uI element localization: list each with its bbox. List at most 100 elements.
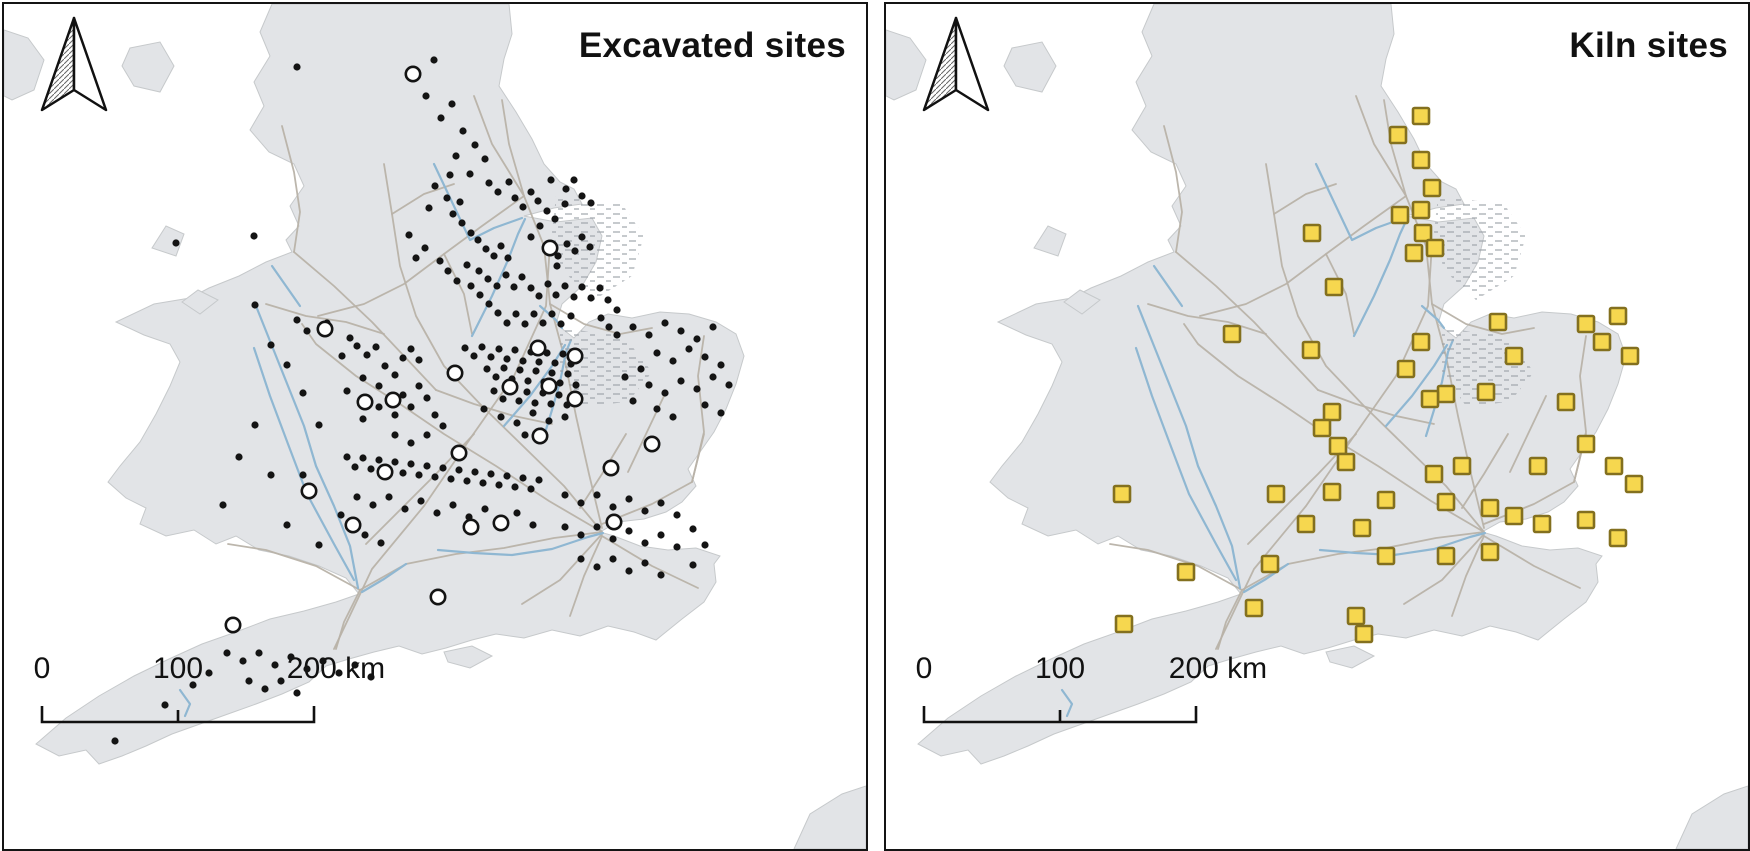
basemap-instance xyxy=(4,4,866,849)
excavated-site-dot xyxy=(586,243,594,251)
excavated-site-dot xyxy=(293,63,301,71)
excavated-site-dot xyxy=(299,471,307,479)
excavated-site-dot xyxy=(572,381,580,389)
kiln-site-square xyxy=(1504,506,1524,526)
excavated-site-dot xyxy=(561,200,569,208)
excavated-site-dot xyxy=(343,387,351,395)
excavated-site-dot xyxy=(596,284,604,292)
excavated-site-dot xyxy=(641,539,649,547)
excavated-site-dot xyxy=(205,669,213,677)
excavated-site-dot xyxy=(478,343,486,351)
kiln-site-square xyxy=(1411,150,1431,170)
kiln-site-square xyxy=(1480,542,1500,562)
excavated-site-dot xyxy=(539,319,547,327)
excavated-site-dot xyxy=(490,387,498,395)
kiln-site-square xyxy=(1411,200,1431,220)
excavated-site-dot xyxy=(521,431,529,439)
excavated-site-dot xyxy=(303,665,311,673)
excavated-site-dot xyxy=(605,323,613,331)
excavated-site-dot xyxy=(461,344,469,352)
excavated-site-dot xyxy=(476,291,484,299)
kiln-site-square xyxy=(1312,418,1332,438)
excavated-site-dot xyxy=(653,349,661,357)
excavated-site-dot xyxy=(487,353,495,361)
excavated-site-dot xyxy=(510,283,518,291)
excavated-site-dot xyxy=(530,310,538,318)
excavated-site-dot xyxy=(223,649,231,657)
excavated-site-dot xyxy=(453,277,461,285)
excavated-site-dot xyxy=(449,210,457,218)
excavated-site-dot xyxy=(437,114,445,122)
excavated-site-dot xyxy=(625,567,633,575)
kiln-site-square xyxy=(1436,546,1456,566)
excavated-site-dot xyxy=(717,361,725,369)
excavated-site-dot xyxy=(570,176,578,184)
excavated-site-dot xyxy=(447,475,455,483)
excavated-site-circle xyxy=(566,347,584,365)
excavated-site-dot xyxy=(430,56,438,64)
excavated-site-dot xyxy=(359,415,367,423)
kiln-site-square xyxy=(1436,492,1456,512)
excavated-site-dot xyxy=(512,310,520,318)
excavated-site-dot xyxy=(693,335,701,343)
excavated-site-dot xyxy=(283,361,291,369)
kiln-site-square xyxy=(1388,125,1408,145)
excavated-site-dot xyxy=(578,283,586,291)
excavated-site-circle xyxy=(300,482,318,500)
kiln-site-square xyxy=(1354,624,1374,644)
excavated-site-dot xyxy=(527,188,535,196)
excavated-site-dot xyxy=(407,460,415,468)
excavated-site-dot xyxy=(685,345,693,353)
excavated-site-dot xyxy=(513,419,521,427)
excavated-site-dot xyxy=(421,244,429,252)
kiln-site-square xyxy=(1413,223,1433,243)
kiln-site-square xyxy=(1112,484,1132,504)
excavated-site-dot xyxy=(693,385,701,393)
kiln-site-square xyxy=(1576,434,1596,454)
excavated-site-dot xyxy=(422,92,430,100)
excavated-site-dot xyxy=(673,543,681,551)
kiln-site-square xyxy=(1608,306,1628,326)
excavated-site-dot xyxy=(287,653,295,661)
excavated-site-dot xyxy=(637,365,645,373)
excavated-site-dot xyxy=(527,233,535,241)
excavated-site-dot xyxy=(609,555,617,563)
kiln-site-square xyxy=(1620,346,1640,366)
excavated-site-dot xyxy=(452,152,460,160)
excavated-site-dot xyxy=(481,155,489,163)
kiln-site-square xyxy=(1322,402,1342,422)
excavated-site-dot xyxy=(250,232,258,240)
excavated-site-dot xyxy=(495,345,503,353)
excavated-site-dot xyxy=(480,405,488,413)
kiln-site-square xyxy=(1452,456,1472,476)
excavated-site-dot xyxy=(484,275,492,283)
excavated-site-dot xyxy=(251,421,259,429)
excavated-site-dot xyxy=(293,316,301,324)
excavated-site-dot xyxy=(161,701,169,709)
excavated-site-dot xyxy=(519,357,527,365)
excavated-site-dot xyxy=(372,343,380,351)
excavated-site-dot xyxy=(405,231,413,239)
excavated-site-dot xyxy=(481,505,489,513)
excavated-site-dot xyxy=(425,204,433,212)
excavated-site-dot xyxy=(552,291,560,299)
excavated-site-dot xyxy=(361,531,369,539)
excavated-site-dot xyxy=(709,323,717,331)
excavated-site-dot xyxy=(111,737,119,745)
panel-title: Kiln sites xyxy=(1569,26,1728,65)
kiln-markers-layer xyxy=(1112,106,1644,644)
excavated-site-dot xyxy=(412,254,420,262)
excavated-site-dot xyxy=(504,254,512,262)
excavated-site-dot xyxy=(677,327,685,335)
kiln-site-square xyxy=(1176,562,1196,582)
kiln-site-square xyxy=(1488,312,1508,332)
excavated-site-dot xyxy=(439,422,447,430)
kiln-site-square xyxy=(1346,606,1366,626)
excavated-site-dot xyxy=(534,197,542,205)
excavated-site-dot xyxy=(673,511,681,519)
excavated-site-dot xyxy=(315,421,323,429)
excavated-site-dot xyxy=(463,261,471,269)
excavated-site-dot xyxy=(381,362,389,370)
excavated-site-dot xyxy=(604,296,612,304)
excavated-site-dot xyxy=(471,141,479,149)
